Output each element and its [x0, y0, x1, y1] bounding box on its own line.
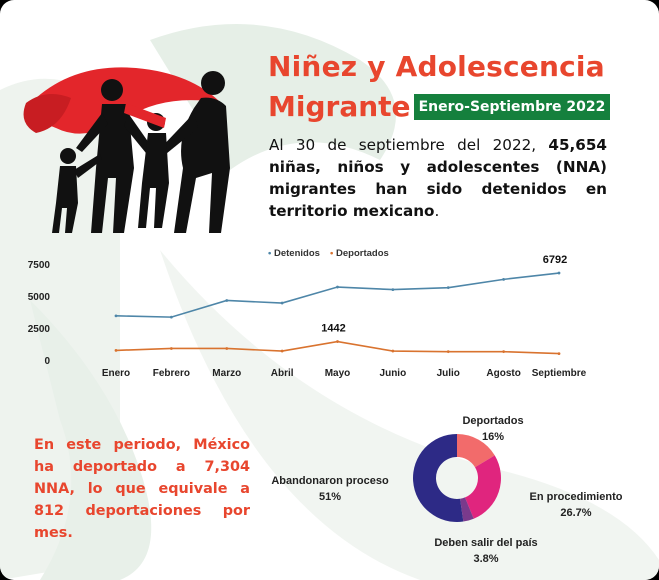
intro-highlight: 45,654 niñas, niños y adolescentes (NNA)… — [269, 136, 607, 220]
legend-marker: • — [330, 248, 334, 259]
data-point-deportados — [502, 350, 506, 354]
legend-marker: • — [268, 248, 272, 259]
data-point-deportados — [169, 347, 173, 350]
x-tick-label: Mayo — [325, 368, 351, 379]
data-point-detenidos — [557, 271, 561, 275]
series-line-detenidos — [115, 272, 560, 318]
x-tick-label: Agosto — [486, 368, 520, 379]
data-label: 1442 — [321, 323, 345, 335]
data-label: 6792 — [543, 254, 567, 266]
data-point-deportados — [391, 349, 395, 353]
intro-text-end: . — [434, 202, 440, 220]
x-tick-label: Enero — [102, 368, 130, 379]
slice-percent: 3.8% — [473, 553, 498, 565]
donut-slice — [464, 455, 501, 519]
slice-percent: 51% — [319, 491, 341, 503]
migrant-family-illustration — [23, 67, 230, 233]
slice-percent: 16% — [482, 431, 504, 443]
data-point-detenidos — [114, 314, 118, 318]
slice-label: Deben salir del país — [434, 537, 537, 549]
data-point-detenidos — [280, 301, 284, 305]
period-badge: Enero-Septiembre 2022 — [414, 94, 610, 120]
donut-slice — [460, 497, 474, 522]
title-line-1: Niñez y Adolescencia — [268, 50, 605, 83]
slice-label: Deportados — [462, 415, 523, 427]
data-point-detenidos — [169, 315, 173, 319]
x-tick-label: Julio — [437, 368, 460, 379]
data-point-detenidos — [391, 288, 395, 291]
x-tick-label: Junio — [380, 368, 407, 379]
donut-slice — [457, 434, 495, 468]
data-point-deportados — [225, 347, 229, 350]
x-tick-label: Febrero — [153, 368, 190, 379]
data-point-deportados — [114, 349, 118, 352]
deportation-summary: En este periodo, México ha deportado a 7… — [34, 437, 250, 541]
slice-label: Abandonaron proceso — [271, 475, 389, 487]
y-tick-label: 2500 — [28, 324, 51, 335]
legend-label: Deportados — [336, 248, 389, 259]
data-point-detenidos — [446, 286, 450, 290]
data-point-deportados — [446, 350, 450, 354]
intro-paragraph: Al 30 de septiembre del 2022, 45,654 niñ… — [269, 134, 607, 222]
data-point-deportados — [336, 340, 339, 343]
slice-label: En procedimiento — [530, 491, 623, 503]
x-tick-label: Abril — [271, 368, 294, 379]
data-point-deportados — [557, 352, 561, 355]
series-line-deportados — [115, 340, 560, 355]
y-tick-label: 7500 — [28, 260, 51, 271]
y-tick-label: 5000 — [28, 292, 51, 303]
data-point-detenidos — [225, 299, 229, 302]
intro-text-start: Al 30 de septiembre del 2022, — [269, 136, 549, 154]
data-point-deportados — [280, 349, 284, 353]
data-point-detenidos — [502, 277, 506, 281]
title-line-2: Migrante — [268, 90, 411, 123]
data-point-detenidos — [336, 285, 339, 289]
y-tick-label: 0 — [44, 356, 50, 367]
legend-label: Detenidos — [274, 248, 320, 259]
donut-slice — [412, 434, 464, 523]
x-tick-label: Marzo — [212, 368, 241, 379]
slice-percent: 26.7% — [560, 507, 591, 519]
x-tick-label: Septiembre — [532, 368, 587, 379]
